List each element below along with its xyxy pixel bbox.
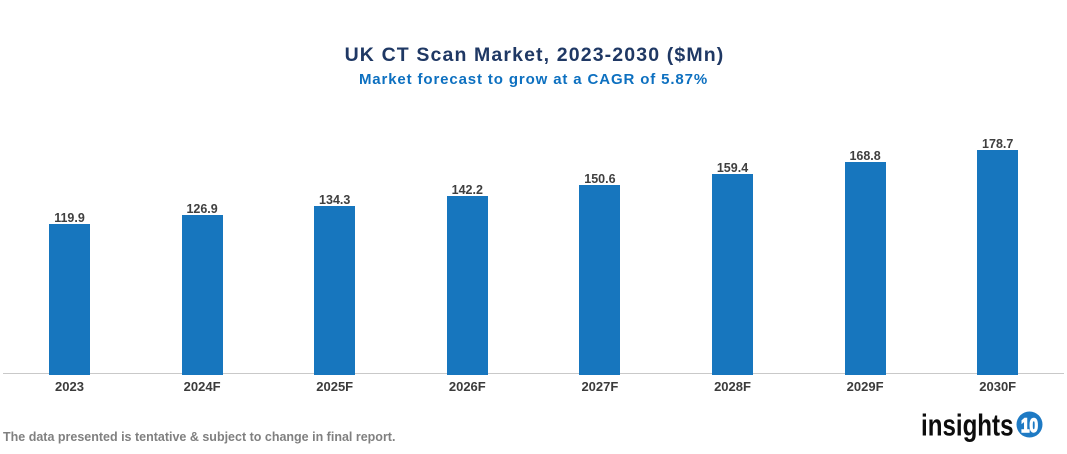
svg-text:10: 10	[1021, 415, 1038, 437]
svg-text:insights: insights	[921, 408, 1014, 443]
